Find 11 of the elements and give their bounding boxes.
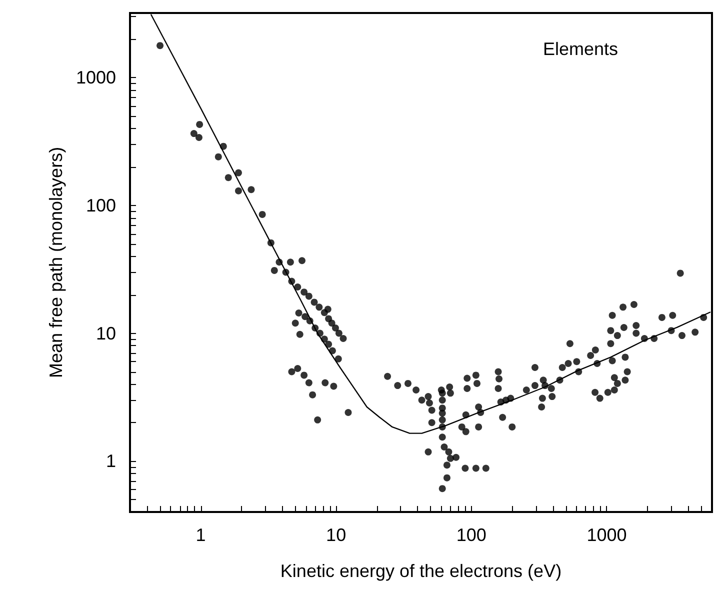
x-tick-label: 100 [456, 525, 486, 545]
x-tick-label: 1 [196, 525, 206, 545]
x-tick-label: 10 [326, 525, 346, 545]
x-axis-title: Kinetic energy of the electrons (eV) [280, 561, 562, 581]
y-tick-label: 1000 [76, 68, 116, 88]
y-axis-title: Mean free path (monolayers) [46, 146, 66, 378]
x-tick-label: 1000 [586, 525, 627, 545]
y-tick-label: 10 [96, 323, 116, 344]
annotation: Elements [542, 39, 618, 59]
y-tick-label: 1 [106, 451, 116, 472]
y-tick-label: 100 [86, 195, 116, 216]
